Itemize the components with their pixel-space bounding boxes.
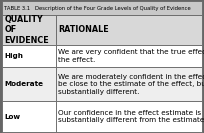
Bar	[2, 15, 56, 45]
Bar	[56, 101, 202, 132]
Text: RATIONALE: RATIONALE	[59, 25, 109, 34]
Text: Low: Low	[4, 113, 21, 120]
Bar	[2, 45, 56, 67]
Text: QUALITY
OF
EVIDENCE: QUALITY OF EVIDENCE	[4, 15, 49, 45]
Text: TABLE 3.1   Description of the Four Grade Levels of Quality of Evidence: TABLE 3.1 Description of the Four Grade …	[4, 6, 191, 11]
Text: We are very confident that the true effec
the effect.: We are very confident that the true effe…	[59, 49, 204, 63]
Text: High: High	[4, 53, 23, 59]
Text: We are moderately confident in the effec
be close to the estimate of the effect,: We are moderately confident in the effec…	[59, 74, 204, 95]
Text: Moderate: Moderate	[4, 81, 43, 87]
Bar	[2, 101, 56, 132]
Text: Our confidence in the effect estimate is l
substantially different from the esti: Our confidence in the effect estimate is…	[59, 110, 204, 123]
Bar	[56, 45, 202, 67]
Bar	[56, 15, 202, 45]
Bar	[2, 67, 56, 101]
Bar	[56, 67, 202, 101]
Bar	[2, 1, 202, 15]
